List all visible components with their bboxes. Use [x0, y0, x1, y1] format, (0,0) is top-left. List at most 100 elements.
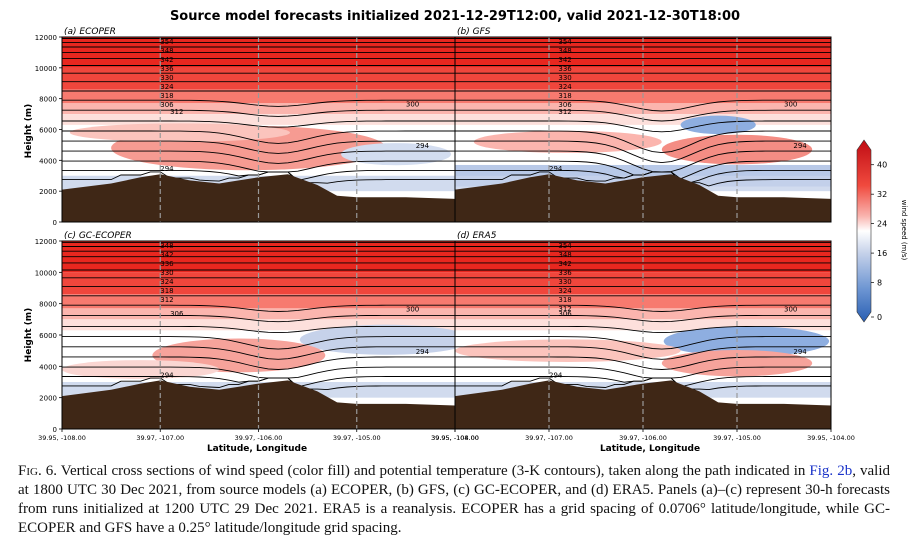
contour-label: 336 [558, 65, 572, 73]
contour-label: 330 [160, 74, 173, 82]
contour-label: 342 [558, 56, 571, 64]
y-tick-label: 8000 [39, 96, 57, 104]
x-tick-label: 39.97, -106.00 [619, 434, 667, 442]
y-tick-label: 0 [53, 219, 57, 227]
y-tick-label: 0 [53, 426, 57, 434]
x-tick-label: 39.97, -106.00 [235, 434, 283, 442]
x-tick-label: 39.95, -108.00 [431, 434, 479, 442]
x-axis-label-left: Latitude, Longitude [207, 444, 307, 454]
colorbar-tick-label: 40 [877, 161, 887, 170]
y-tick-label: 2000 [39, 395, 57, 403]
y-tick-label: 12000 [35, 34, 57, 42]
panel-label: (c) GC-ECOPER [64, 231, 132, 241]
contour-label: 294 [549, 371, 563, 379]
y-axis-label-bottom: Height (m) [24, 308, 34, 363]
caption-figure-link[interactable]: Fig. 2b [809, 463, 853, 479]
cross-section-figure: Source model forecasts initialized 2021-… [24, 9, 908, 454]
contour-label: 336 [558, 269, 572, 277]
x-tick-label: 39.95, -108.00 [38, 434, 86, 442]
y-tick-label: 6000 [39, 332, 57, 340]
panel-label: (b) GFS [457, 27, 491, 37]
contour-label: 294 [416, 142, 430, 150]
contour-label: 348 [160, 242, 173, 250]
contour-label: 324 [160, 83, 174, 91]
contour-label: 342 [160, 251, 173, 259]
colorbar-tick-label: 8 [877, 279, 882, 288]
x-tick-label: 39.97, -107.00 [525, 434, 573, 442]
contour-label: 306 [160, 101, 174, 109]
contour-label: 306 [558, 310, 572, 318]
theta-contour [455, 314, 831, 323]
contour-label: 294 [793, 348, 807, 356]
contour-label: 330 [160, 269, 173, 277]
contour-label: 312 [558, 108, 571, 116]
figure-caption: Fig. 6. Vertical cross sections of wind … [18, 462, 890, 538]
contour-label: 312 [558, 305, 571, 313]
theta-contour [455, 356, 831, 370]
contour-label: 330 [558, 74, 571, 82]
contour-label: 354 [558, 38, 572, 46]
x-tick-label: 39.95, -104.00 [431, 434, 479, 442]
y-tick-label: 10000 [35, 269, 57, 277]
caption-figure-number: Fig. 6. [18, 463, 57, 479]
contour-label: 318 [160, 287, 173, 295]
panels-group: 354348342336330324318306312300294294(a) … [35, 27, 855, 442]
contour-label: 294 [549, 165, 563, 173]
colorbar-label: wind speed (m/s) [900, 200, 908, 261]
contour-label: 306 [558, 101, 572, 109]
figure-title: Source model forecasts initialized 2021-… [170, 9, 740, 24]
contour-label: 348 [160, 47, 173, 55]
contour-label: 318 [558, 92, 571, 100]
contour-label: 354 [160, 38, 174, 46]
contour-label: 312 [170, 108, 183, 116]
caption-text-part2: , valid at 1800 UTC 30 Dec 2021, from so… [18, 463, 891, 536]
contour-label: 318 [558, 296, 571, 304]
contour-label: 300 [406, 100, 419, 108]
contour-label: 300 [784, 306, 797, 314]
y-tick-label: 2000 [39, 188, 57, 196]
x-tick-label: 39.97, -107.00 [136, 434, 184, 442]
contour-label: 294 [416, 348, 430, 356]
contour-label: 294 [160, 165, 174, 173]
contour-label: 342 [558, 260, 571, 268]
contour-label: 312 [160, 296, 173, 304]
contour-label: 348 [558, 47, 571, 55]
x-tick-label: 39.97, -105.00 [713, 434, 761, 442]
theta-contour [62, 109, 455, 117]
contour-label: 300 [406, 306, 419, 314]
y-tick-label: 8000 [39, 301, 57, 309]
panel-label: (d) ERA5 [457, 231, 497, 241]
y-tick-label: 12000 [35, 238, 57, 246]
y-tick-label: 10000 [35, 65, 57, 73]
contour-label: 342 [160, 56, 173, 64]
contour-label: 336 [160, 260, 174, 268]
contour-label: 318 [160, 92, 173, 100]
theta-contour [62, 314, 455, 323]
contour-label: 300 [784, 100, 797, 108]
theta-contour [455, 304, 831, 312]
y-tick-label: 6000 [39, 127, 57, 135]
contour-label: 294 [160, 371, 174, 379]
contour-label: 348 [558, 251, 571, 259]
y-axis-label-top: Height (m) [24, 104, 34, 159]
contour-label: 330 [558, 278, 571, 286]
contour-label: 306 [170, 310, 184, 318]
theta-contour [62, 160, 455, 173]
y-tick-label: 4000 [39, 363, 57, 371]
x-axis-label-right: Latitude, Longitude [600, 444, 700, 454]
theta-contour [62, 356, 455, 370]
theta-contour [62, 304, 455, 312]
contour-label: 294 [793, 142, 807, 150]
theta-contour [455, 130, 831, 154]
x-tick-label: 39.95, -104.00 [807, 434, 855, 442]
colorbar-tick-label: 16 [877, 249, 887, 258]
contour-label: 336 [160, 65, 174, 73]
contour-label: 354 [558, 242, 572, 250]
contour-label: 324 [558, 83, 572, 91]
colorbar-tick-label: 24 [877, 220, 887, 229]
caption-text-part1: Vertical cross sections of wind speed (c… [57, 463, 810, 479]
